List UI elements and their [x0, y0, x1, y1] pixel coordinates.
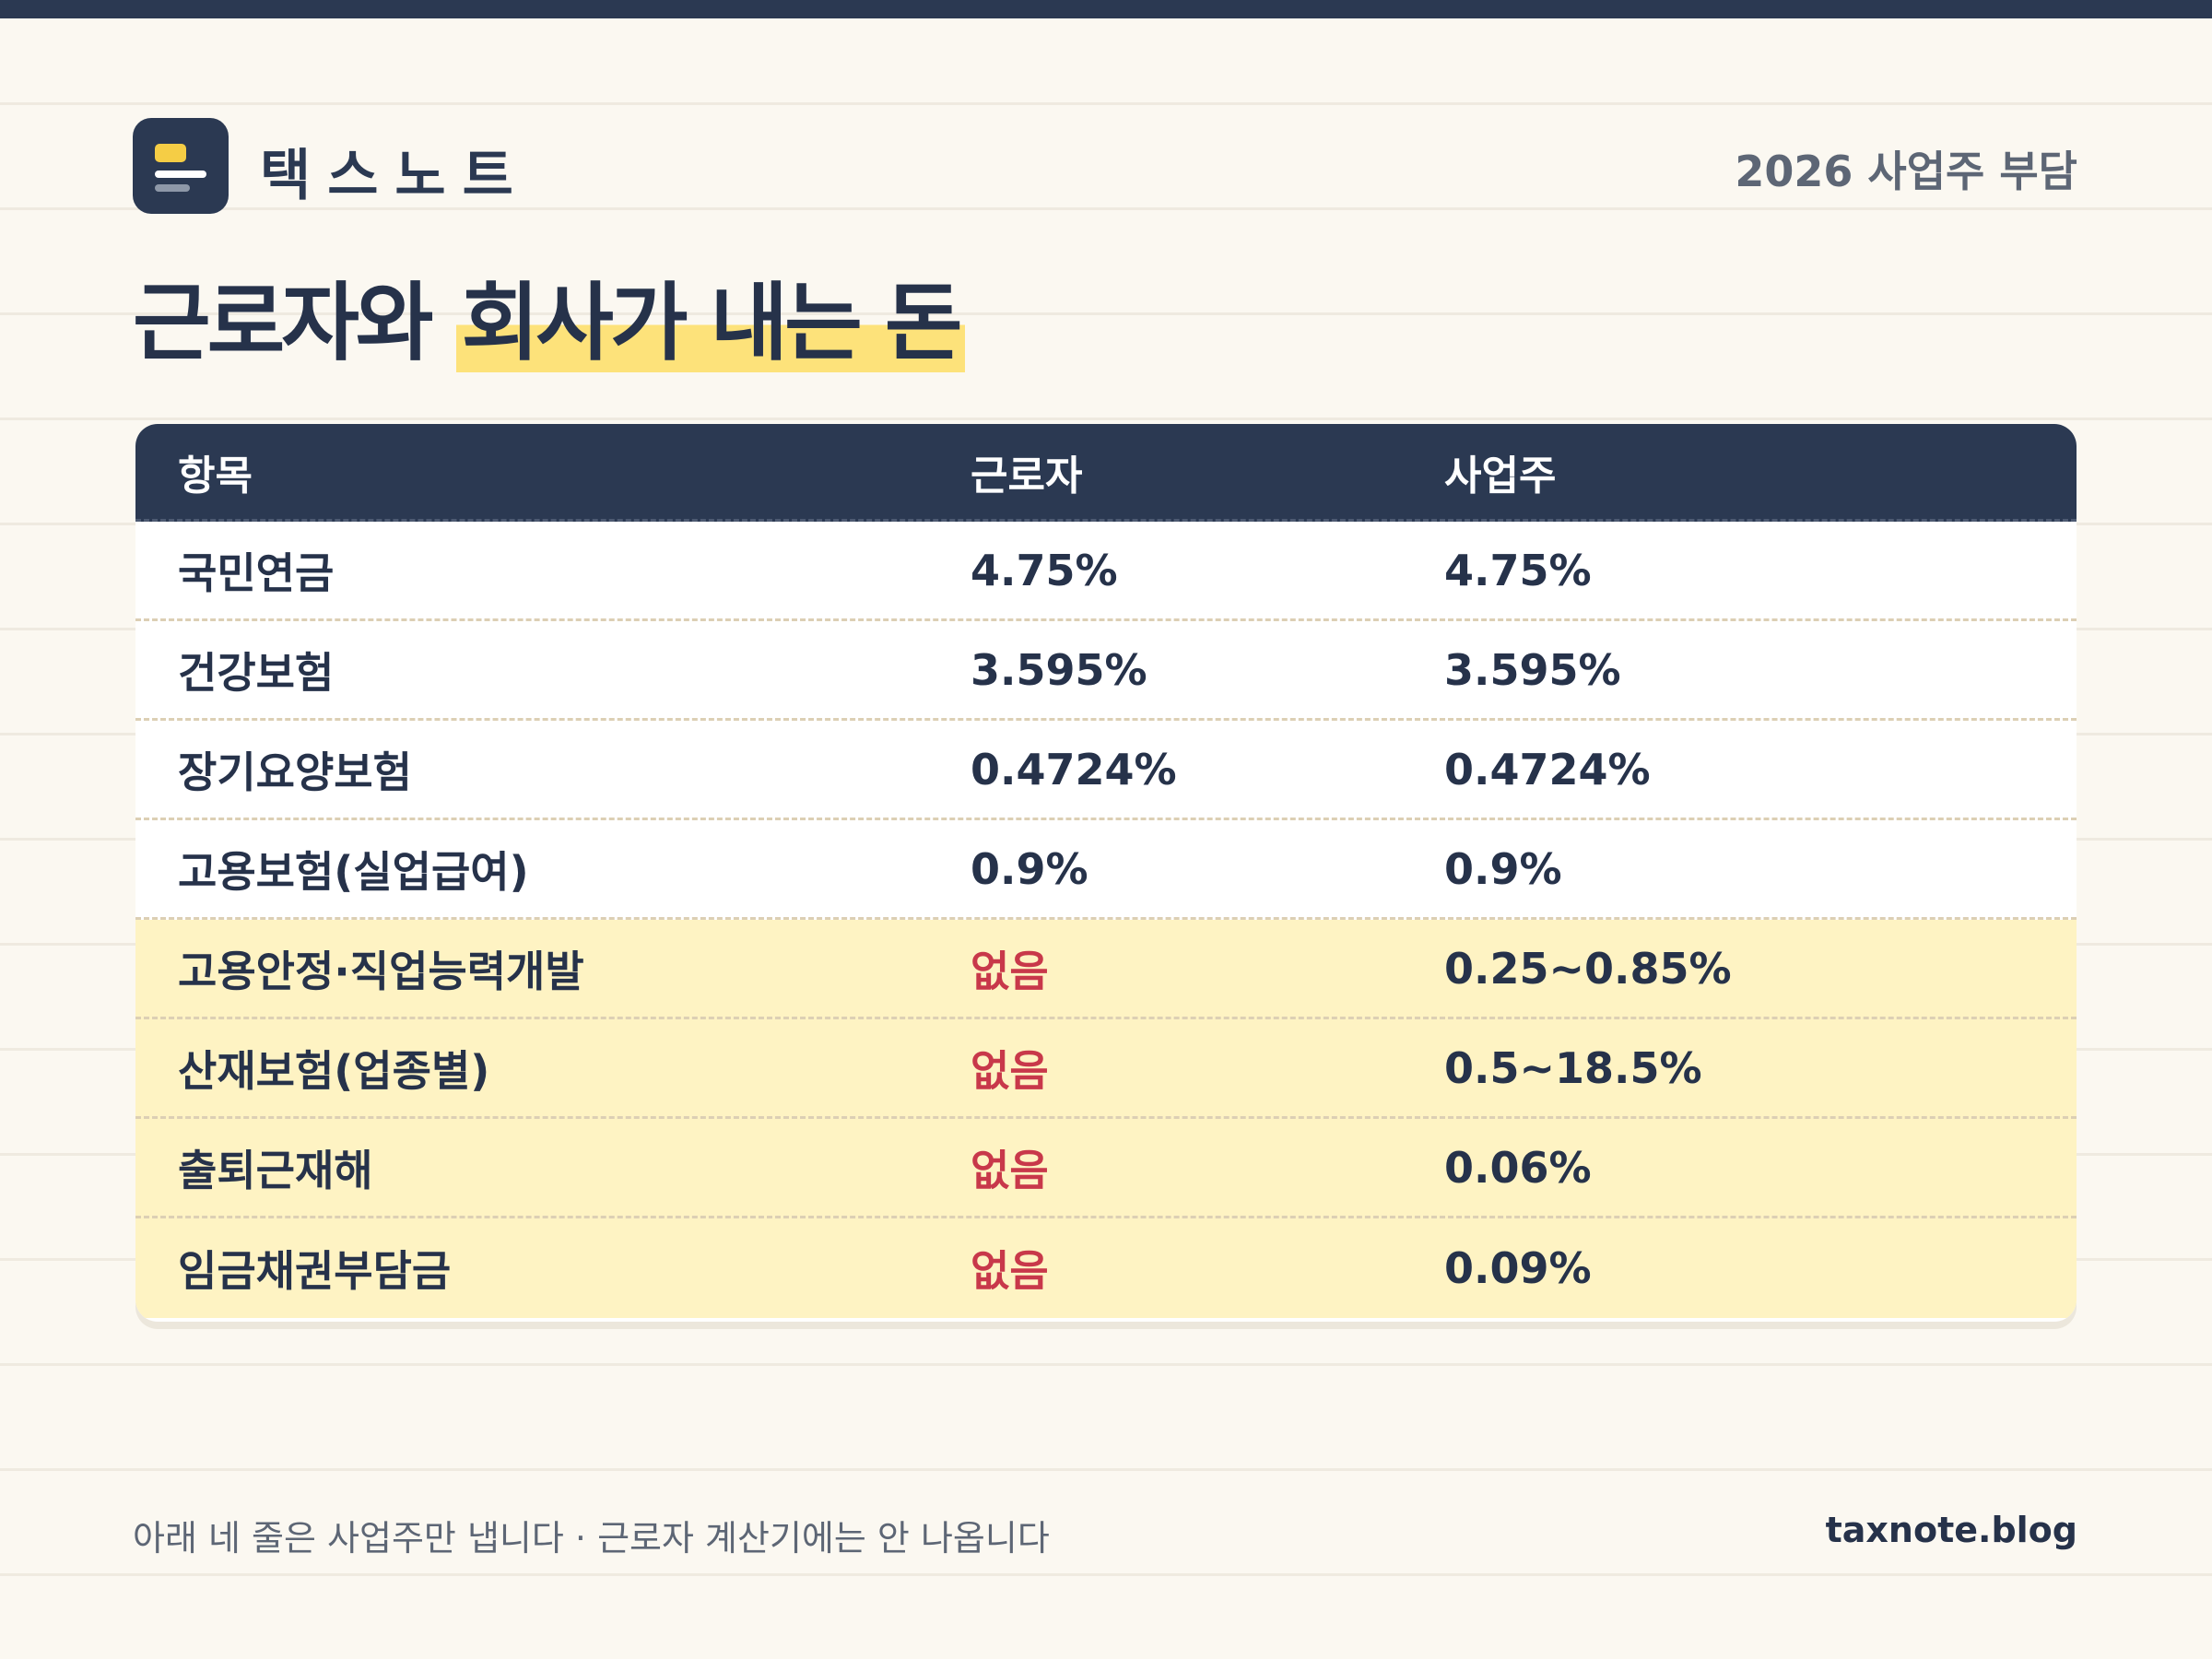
footer-site-link[interactable]: taxnote.blog	[1825, 1510, 2077, 1550]
row-employer-rate: 0.09%	[1444, 1243, 1592, 1293]
row-item: 국민연금	[178, 547, 335, 598]
row-employer-rate: 0.4724%	[1444, 744, 1651, 794]
row-employee-none: 없음	[971, 1246, 1049, 1296]
logo-line-white	[155, 171, 206, 178]
header-tag: 2026 사업주 부담	[1735, 147, 2077, 196]
column-header-employer: 사업주	[1444, 452, 1557, 500]
row-item: 임금채권부담금	[178, 1246, 452, 1296]
row-employer-rate: 0.5~18.5%	[1444, 1042, 1702, 1093]
title-highlight: 회사가 내는 돈	[455, 274, 965, 372]
column-header-item: 항목	[178, 452, 253, 500]
logo-line-gray	[155, 184, 190, 192]
title-plain: 근로자와	[133, 274, 434, 372]
row-employee-rate: 0.9%	[971, 843, 1088, 894]
row-item: 출퇴근재해	[178, 1145, 373, 1195]
table-row-employer-only: 고용안정·직업능력개발 없음 0.25~0.85%	[135, 920, 2077, 1019]
row-item: 건강보험	[178, 647, 335, 698]
row-employee-rate: 0.4724%	[971, 744, 1177, 794]
footer-note: 아래 네 줄은 사업주만 냅니다 · 근로자 계산기에는 안 나옵니다	[133, 1518, 1050, 1559]
row-employee-rate: 3.595%	[971, 644, 1147, 695]
row-item: 고용안정·직업능력개발	[178, 946, 584, 996]
table-row-employer-only: 산재보험(업종별) 없음 0.5~18.5%	[135, 1019, 2077, 1119]
row-item: 고용보험(실업급여)	[178, 846, 529, 897]
row-item: 장기요양보험	[178, 747, 412, 797]
table-row: 건강보험 3.595% 3.595%	[135, 621, 2077, 721]
row-employer-rate: 0.25~0.85%	[1444, 943, 1732, 994]
logo-icon	[133, 118, 229, 214]
column-header-employee: 근로자	[971, 452, 1083, 500]
top-accent-bar	[0, 0, 2212, 18]
row-item: 산재보험(업종별)	[178, 1045, 490, 1096]
brand-name: 택스노트	[260, 144, 530, 208]
contribution-table: 항목 근로자 사업주 국민연금 4.75% 4.75% 건강보험 3.595% …	[135, 424, 2077, 1322]
table-header: 항목 근로자 사업주	[135, 424, 2077, 522]
table-row-employer-only: 임금채권부담금 없음 0.09%	[135, 1218, 2077, 1318]
row-employee-none: 없음	[971, 1145, 1049, 1195]
table-row-employer-only: 출퇴근재해 없음 0.06%	[135, 1119, 2077, 1218]
row-employer-rate: 0.06%	[1444, 1142, 1592, 1193]
table-row: 장기요양보험 0.4724% 0.4724%	[135, 721, 2077, 820]
row-employer-rate: 3.595%	[1444, 644, 1621, 695]
logo-yellow-block	[155, 144, 186, 162]
row-employee-none: 없음	[971, 1045, 1049, 1096]
row-employer-rate: 0.9%	[1444, 843, 1562, 894]
row-employee-none: 없음	[971, 946, 1049, 996]
table-row: 국민연금 4.75% 4.75%	[135, 522, 2077, 621]
table-row: 고용보험(실업급여) 0.9% 0.9%	[135, 820, 2077, 920]
row-employer-rate: 4.75%	[1444, 545, 1592, 595]
page-title: 근로자와 회사가 내는 돈	[133, 274, 965, 372]
row-employee-rate: 4.75%	[971, 545, 1118, 595]
